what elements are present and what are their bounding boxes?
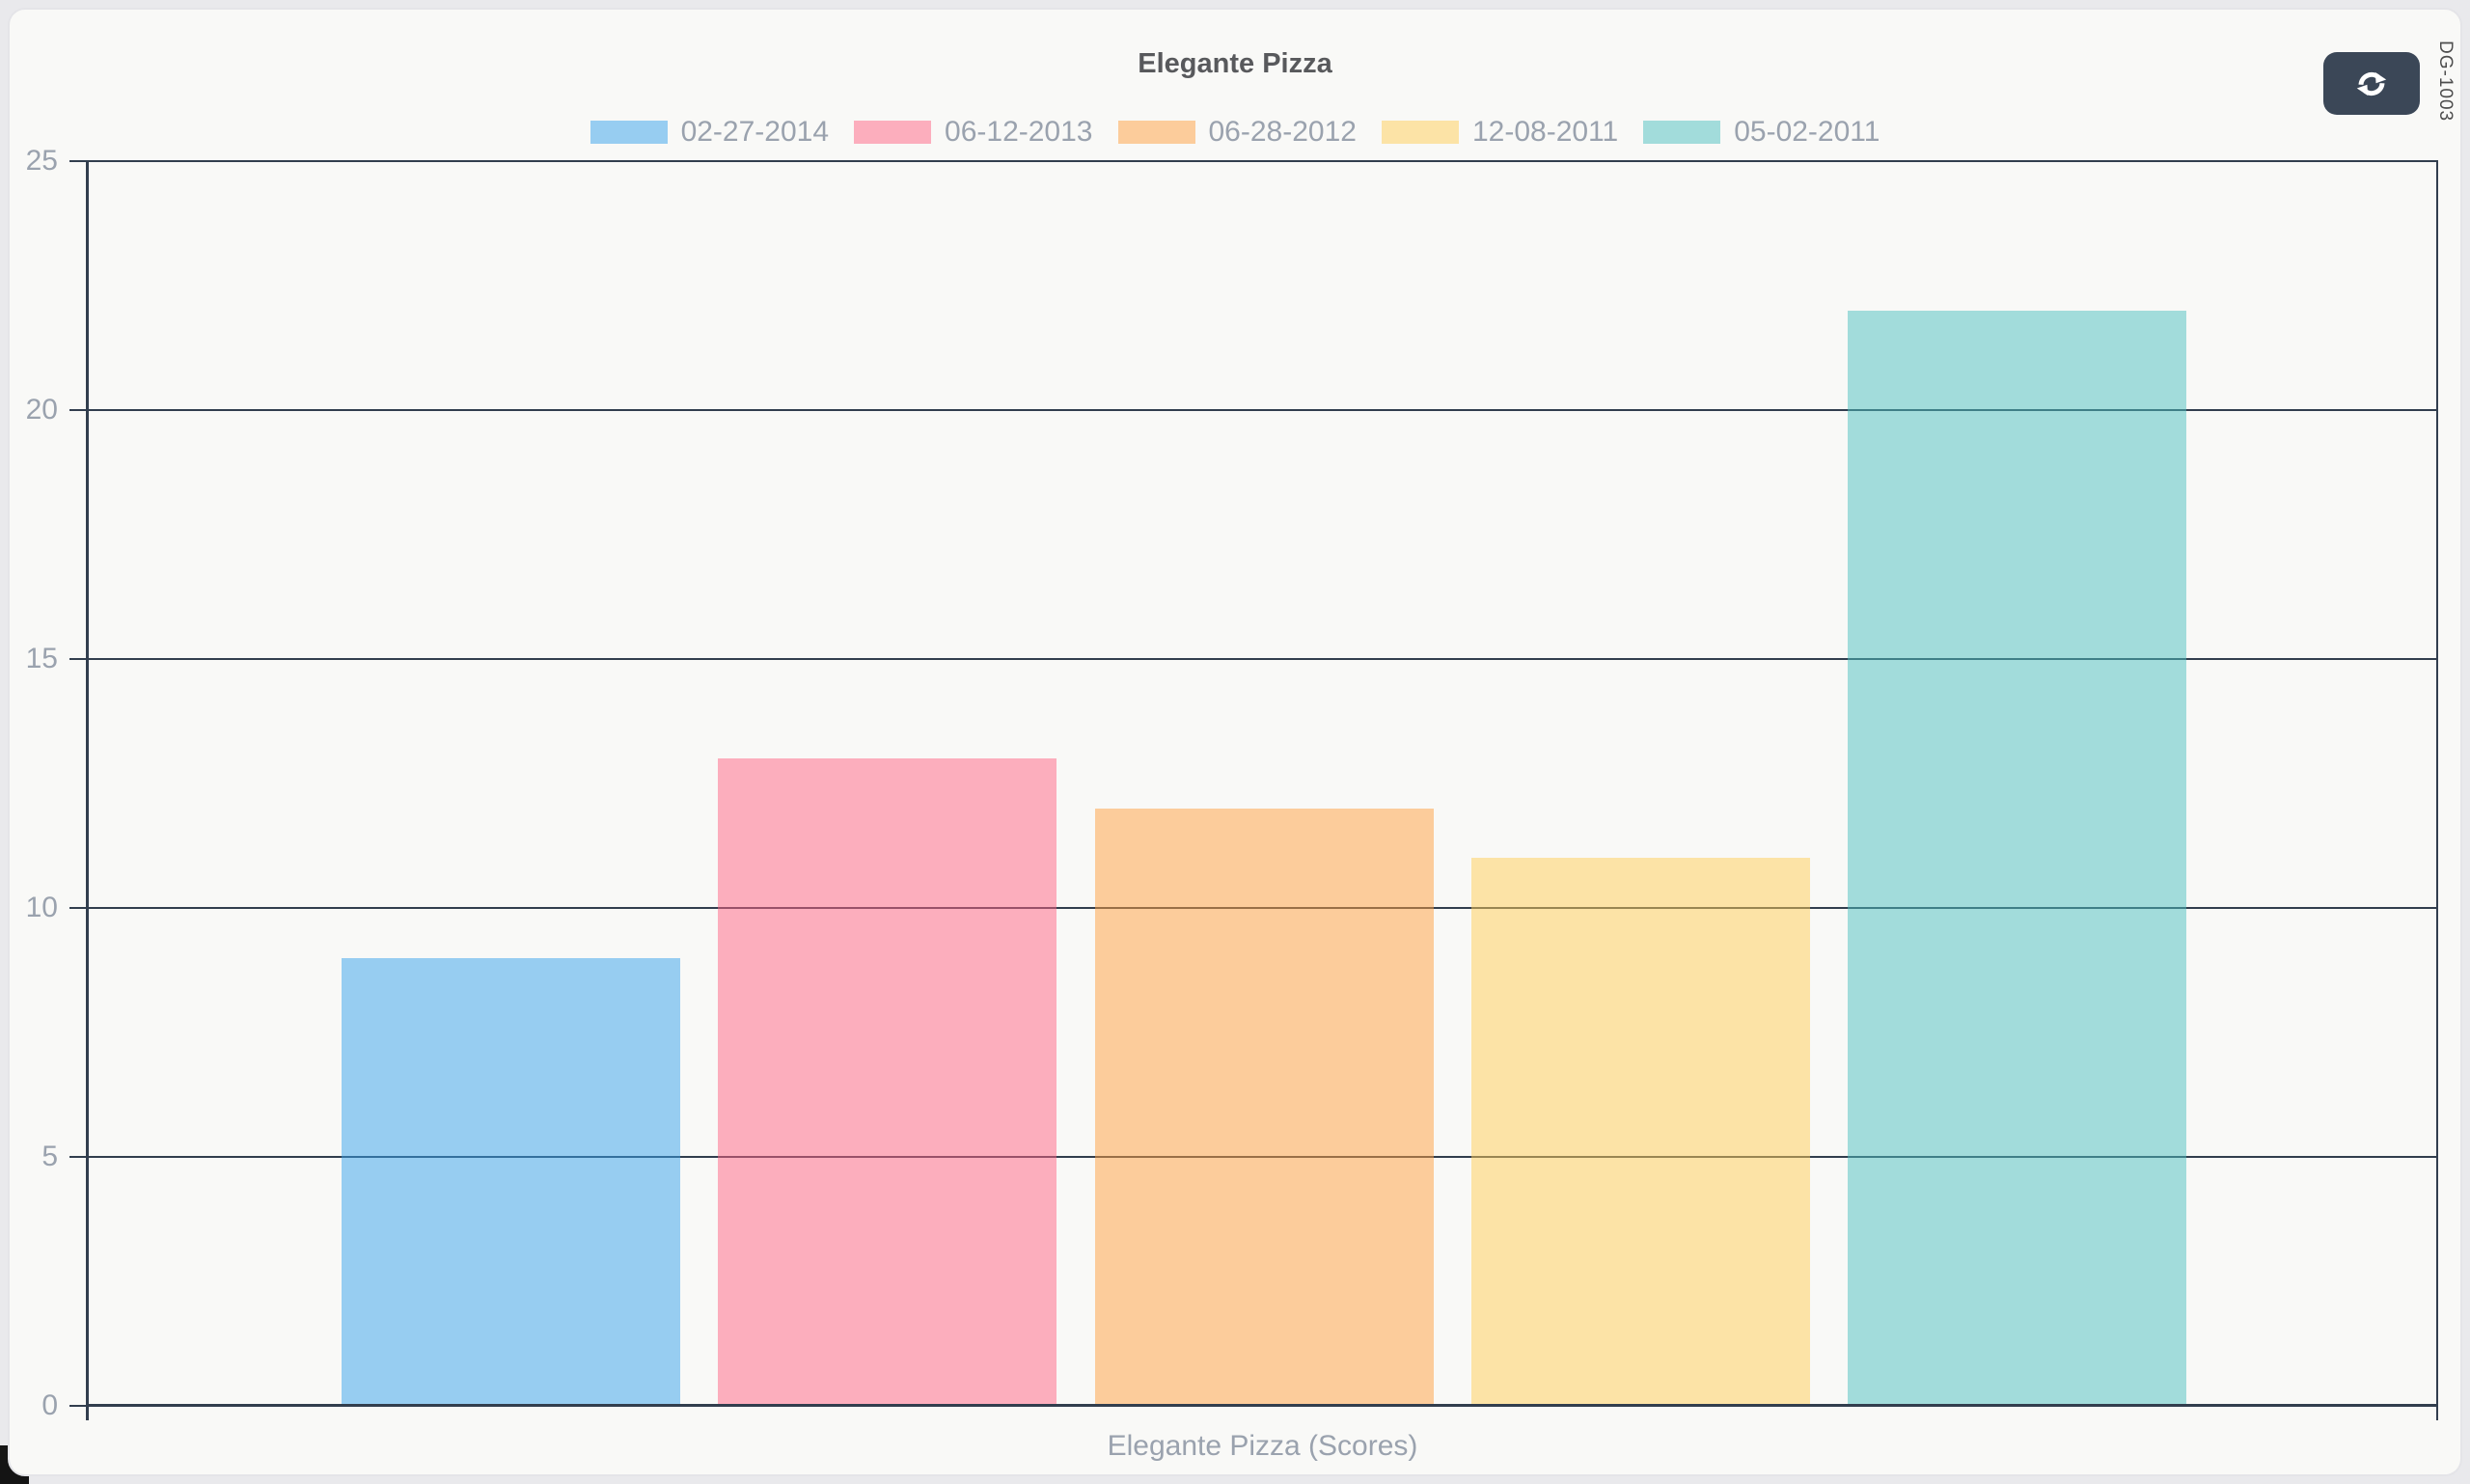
bar-05-02-2011[interactable] <box>1848 310 2187 1406</box>
y-tick-label-10: 10 <box>25 892 58 923</box>
chart-card: Elegante Pizza DG-1003 02-27-2014 06-12-2… <box>8 8 2462 1476</box>
y-axis-tick-20 <box>69 409 87 411</box>
gridline-25 <box>87 160 2438 162</box>
chart-legend: 02-27-2014 06-12-2013 06-28-2012 12-08-2011… <box>10 116 2460 149</box>
plot-right-border <box>2436 161 2438 1420</box>
chart-title: Elegante Pizza <box>1138 48 1332 79</box>
y-axis-line <box>86 161 89 1420</box>
y-axis-tick-10 <box>69 907 87 909</box>
y-tick-label-20: 20 <box>25 394 58 426</box>
legend-label: 12-08-2011 <box>1471 116 1619 148</box>
x-axis-label: Elegante Pizza (Scores) <box>1107 1430 1418 1462</box>
legend-label: 06-28-2012 <box>1208 116 1357 148</box>
legend-swatch-06-28-2012 <box>1117 121 1195 144</box>
diagram-id-label: DG-1003 <box>2435 41 2456 123</box>
legend-swatch-12-08-2011 <box>1381 121 1459 144</box>
bar-12-08-2011[interactable] <box>1470 858 1810 1406</box>
legend-swatch-06-12-2013 <box>854 121 932 144</box>
x-axis-line <box>87 1404 2438 1407</box>
legend-item-06-12-2013[interactable]: 06-12-2013 <box>854 116 1093 149</box>
legend-label: 05-02-2011 <box>1734 116 1880 148</box>
bar-06-28-2012[interactable] <box>1094 808 1434 1406</box>
y-tick-label-5: 5 <box>41 1140 58 1172</box>
y-axis-tick-0 <box>69 1405 87 1407</box>
gridline-20 <box>87 409 2438 411</box>
y-tick-label-0: 0 <box>41 1389 58 1421</box>
y-axis-tick-25 <box>69 160 87 162</box>
legend-label: 02-27-2014 <box>680 116 830 148</box>
bar-06-12-2013[interactable] <box>718 758 1057 1406</box>
bar-02-27-2014[interactable] <box>342 957 680 1406</box>
y-tick-label-25: 25 <box>25 145 58 177</box>
refresh-icon <box>2356 71 2387 96</box>
y-axis-tick-15 <box>69 658 87 660</box>
y-tick-label-15: 15 <box>25 643 58 674</box>
legend-item-02-27-2014[interactable]: 02-27-2014 <box>590 116 829 149</box>
legend-swatch-05-02-2011 <box>1643 121 1721 144</box>
plot-area: 0 5 10 15 20 25 <box>26 146 2438 1421</box>
legend-label: 06-12-2013 <box>945 116 1093 148</box>
legend-swatch-02-27-2014 <box>590 121 668 144</box>
legend-item-05-02-2011[interactable]: 05-02-2011 <box>1643 116 1880 149</box>
refresh-button[interactable] <box>2323 52 2420 115</box>
gridline-15 <box>87 658 2438 660</box>
y-axis-tick-5 <box>69 1156 87 1158</box>
legend-item-06-28-2012[interactable]: 06-28-2012 <box>1117 116 1357 149</box>
legend-item-12-08-2011[interactable]: 12-08-2011 <box>1381 116 1619 149</box>
